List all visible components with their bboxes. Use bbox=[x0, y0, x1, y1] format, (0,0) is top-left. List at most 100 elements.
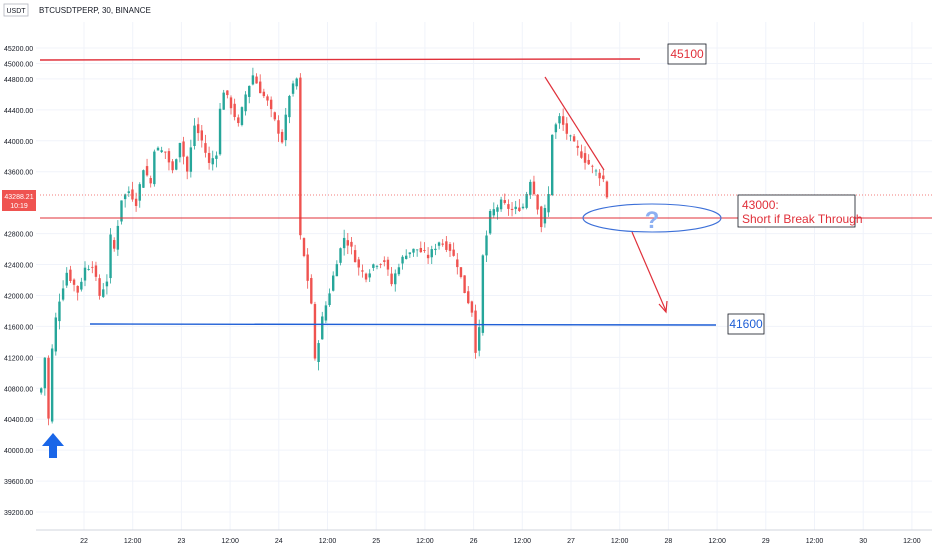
candle bbox=[394, 269, 397, 292]
candle-body bbox=[193, 125, 196, 147]
candle bbox=[273, 111, 276, 122]
candle-body bbox=[54, 317, 57, 352]
candle bbox=[171, 159, 174, 174]
candle bbox=[459, 267, 463, 279]
candle bbox=[478, 319, 481, 357]
candle bbox=[492, 202, 495, 219]
y-tick-label: 39600.00 bbox=[4, 479, 33, 486]
candle bbox=[105, 274, 109, 295]
candle-body bbox=[273, 112, 276, 120]
candle bbox=[364, 272, 368, 283]
candle bbox=[346, 232, 349, 255]
candle bbox=[434, 243, 437, 256]
candle bbox=[299, 73, 302, 240]
candle-body bbox=[116, 225, 120, 250]
candle bbox=[405, 249, 408, 260]
candle bbox=[193, 118, 196, 150]
candle bbox=[153, 149, 156, 187]
candle-body bbox=[58, 301, 61, 322]
candle-body bbox=[142, 170, 145, 188]
y-axis[interactable]: 45200.00 45000.00 44800.00 44400.00 44000.00… bbox=[4, 46, 33, 517]
candle bbox=[357, 256, 360, 276]
candle bbox=[40, 387, 43, 395]
candle-body bbox=[127, 191, 130, 193]
candle bbox=[536, 194, 539, 215]
candle-body bbox=[437, 242, 441, 246]
candle bbox=[102, 283, 105, 299]
x-axis[interactable]: 22 12:00 23 12:00 24 12:00 25 12:00 26 12:00 27 12:… bbox=[36, 529, 932, 545]
x-tick-label: 12:00 bbox=[514, 538, 532, 545]
x-tick-label: 12:00 bbox=[319, 538, 337, 545]
candle bbox=[426, 247, 430, 265]
x-tick-label: 12:00 bbox=[806, 538, 824, 545]
candle bbox=[583, 146, 587, 170]
candle bbox=[576, 140, 579, 156]
candle bbox=[518, 199, 521, 212]
candle bbox=[339, 247, 342, 266]
candle bbox=[452, 242, 455, 257]
x-tick-label: 12:00 bbox=[416, 538, 434, 545]
candle bbox=[507, 199, 510, 216]
currency-badge[interactable] bbox=[3, 3, 29, 17]
candle-body bbox=[207, 152, 211, 163]
candle-body bbox=[605, 181, 609, 198]
breakout-ellipse[interactable] bbox=[582, 203, 722, 233]
candle bbox=[94, 261, 98, 282]
candle-body bbox=[572, 136, 576, 142]
candle bbox=[423, 242, 426, 253]
y-tick-label: 40800.00 bbox=[4, 386, 33, 393]
candle-body bbox=[561, 116, 565, 125]
candle-body bbox=[353, 250, 357, 263]
candle bbox=[69, 265, 72, 283]
candle-body bbox=[569, 135, 572, 137]
candle-body bbox=[186, 156, 189, 172]
candle-body bbox=[284, 114, 287, 141]
candle bbox=[470, 300, 474, 317]
candle-body bbox=[94, 265, 98, 277]
candle-body bbox=[145, 166, 149, 176]
candle bbox=[120, 200, 123, 225]
candle bbox=[61, 280, 65, 302]
candle bbox=[65, 267, 68, 288]
descending-trendline[interactable] bbox=[544, 76, 605, 171]
candle bbox=[437, 241, 441, 250]
candle bbox=[167, 148, 171, 171]
candle bbox=[321, 311, 324, 340]
candle-body bbox=[543, 208, 547, 224]
candle-body bbox=[306, 254, 309, 281]
candle-body bbox=[485, 235, 488, 256]
candle-body bbox=[69, 269, 72, 282]
candle bbox=[605, 180, 609, 199]
candle-body bbox=[415, 249, 419, 251]
candle-body bbox=[102, 289, 105, 297]
candle bbox=[594, 168, 598, 176]
candle-body bbox=[189, 147, 193, 172]
candle-body bbox=[215, 155, 218, 159]
candle-body bbox=[423, 250, 426, 251]
candle bbox=[350, 237, 353, 255]
candle-body bbox=[240, 107, 244, 125]
breakout-label-line2: Short if Break Through bbox=[742, 212, 863, 226]
candle-body bbox=[178, 142, 182, 158]
candle bbox=[587, 154, 590, 166]
resistance-line[interactable] bbox=[39, 58, 641, 61]
chart-header: USDT BTCUSDTPERP, 30, BINANCE bbox=[3, 3, 151, 17]
candle bbox=[175, 158, 178, 171]
candle bbox=[160, 146, 163, 153]
candle-body bbox=[394, 273, 397, 285]
candle bbox=[551, 134, 554, 197]
candle-body bbox=[598, 172, 601, 179]
candle-body bbox=[321, 316, 324, 340]
support-line[interactable] bbox=[89, 323, 717, 326]
support-label: 41600 bbox=[729, 317, 763, 331]
candle-body bbox=[499, 199, 503, 210]
candle bbox=[226, 90, 229, 99]
candle bbox=[98, 274, 101, 300]
candle bbox=[262, 88, 266, 99]
candle bbox=[510, 202, 514, 217]
candle-body bbox=[332, 275, 335, 291]
candle-body bbox=[134, 198, 138, 206]
